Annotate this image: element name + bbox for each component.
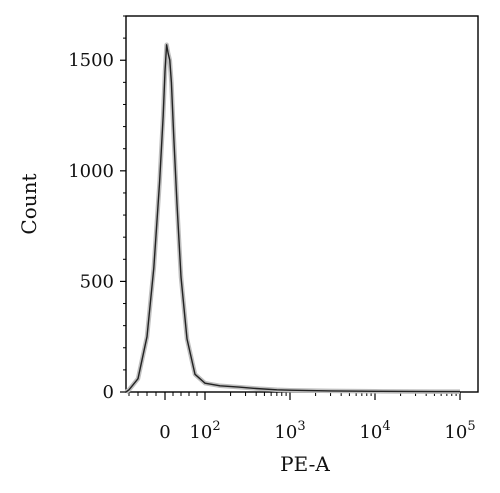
x-tick-label: 104 (359, 419, 390, 443)
y-tick-label: 0 (103, 382, 114, 403)
x-tick-label: 105 (444, 419, 475, 443)
x-axis-title: PE-A (280, 452, 330, 476)
y-tick-label: 1000 (68, 161, 114, 182)
y-minor-ticks (123, 15, 126, 371)
x-tick-label: 103 (274, 419, 305, 443)
y-tick-label: 500 (80, 271, 114, 292)
y-tick-label: 1500 (68, 50, 114, 71)
histogram-series (124, 42, 460, 394)
x-tick-label: 0 (159, 422, 170, 443)
x-axis-ticks: 0 102 103 104 105 (159, 392, 476, 443)
series-halo (124, 42, 460, 394)
series-line (125, 44, 460, 393)
y-axis-title: Count (17, 173, 41, 234)
y-axis-ticks: 0 500 1000 1500 (68, 50, 126, 403)
x-tick-label: 102 (189, 419, 220, 443)
